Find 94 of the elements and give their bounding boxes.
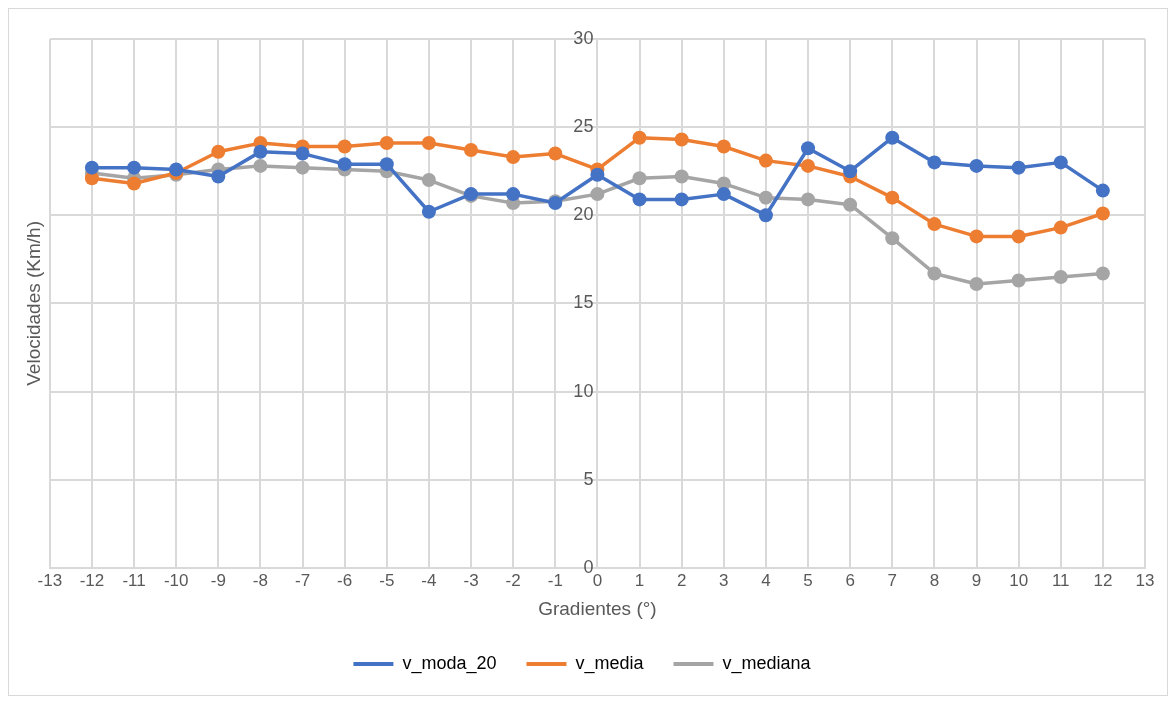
x-tick-label: -8 bbox=[252, 570, 268, 590]
x-tick-label: -4 bbox=[421, 570, 437, 590]
point bbox=[927, 155, 942, 170]
point bbox=[801, 141, 816, 156]
y-tick-label: 20 bbox=[573, 204, 594, 225]
point bbox=[969, 158, 984, 173]
point bbox=[801, 192, 816, 207]
legend-label: v_mediana bbox=[722, 652, 812, 674]
x-tick-label: 13 bbox=[1135, 570, 1155, 590]
point bbox=[1053, 155, 1068, 170]
point bbox=[1011, 229, 1026, 244]
x-tick-label: 4 bbox=[761, 570, 771, 590]
point bbox=[548, 146, 563, 161]
x-tick-label: 11 bbox=[1051, 570, 1070, 590]
point bbox=[632, 171, 647, 186]
point bbox=[1053, 269, 1068, 284]
point bbox=[295, 160, 310, 175]
point bbox=[590, 187, 605, 202]
point bbox=[84, 160, 99, 175]
x-tick-label: 1 bbox=[634, 570, 645, 590]
point bbox=[674, 169, 689, 184]
point bbox=[506, 187, 521, 202]
point bbox=[337, 157, 352, 172]
point bbox=[927, 266, 942, 281]
point bbox=[758, 208, 773, 223]
x-tick-label: 7 bbox=[887, 570, 897, 590]
point bbox=[969, 277, 984, 292]
point bbox=[127, 160, 142, 175]
point bbox=[674, 192, 689, 207]
point bbox=[1095, 183, 1110, 198]
point bbox=[1053, 220, 1068, 235]
point bbox=[632, 130, 647, 145]
y-tick-label: 15 bbox=[573, 292, 594, 313]
x-tick-label: -7 bbox=[294, 570, 311, 590]
y-tick-label: 5 bbox=[583, 468, 594, 489]
point bbox=[253, 158, 268, 173]
x-tick-label: 12 bbox=[1093, 570, 1113, 590]
point bbox=[801, 158, 816, 173]
x-tick-label: 10 bbox=[1009, 570, 1029, 590]
point bbox=[211, 169, 226, 184]
legend-label: v_media bbox=[575, 652, 645, 674]
x-tick-label: -9 bbox=[210, 570, 226, 590]
point bbox=[716, 187, 731, 202]
point bbox=[590, 167, 605, 182]
point bbox=[843, 197, 858, 212]
x-tick-label: -1 bbox=[547, 570, 563, 590]
point bbox=[885, 190, 900, 205]
point bbox=[379, 136, 394, 150]
point bbox=[969, 229, 984, 244]
point bbox=[127, 176, 142, 191]
point bbox=[885, 231, 900, 246]
point bbox=[211, 144, 226, 159]
y-tick-label: 0 bbox=[583, 556, 594, 577]
point bbox=[716, 139, 731, 154]
point bbox=[295, 146, 310, 161]
x-tick-label: 3 bbox=[719, 570, 729, 590]
x-tick-label: -6 bbox=[337, 570, 353, 590]
y-tick-label: 10 bbox=[573, 380, 594, 401]
point bbox=[506, 150, 521, 165]
x-tick-label: -13 bbox=[37, 570, 63, 590]
point bbox=[843, 164, 858, 179]
x-tick-label: 8 bbox=[929, 570, 940, 590]
point bbox=[758, 190, 773, 205]
point bbox=[758, 153, 773, 168]
point bbox=[1011, 160, 1026, 175]
point bbox=[337, 139, 352, 154]
x-tick-label: -5 bbox=[379, 570, 395, 590]
y-axis-title: Velocidades (Km/h) bbox=[22, 221, 44, 386]
point bbox=[464, 143, 479, 158]
x-axis-title: Gradientes (°) bbox=[538, 597, 657, 619]
x-tick-label: -3 bbox=[463, 570, 479, 590]
x-tick-label: -12 bbox=[79, 570, 105, 590]
point bbox=[379, 157, 394, 172]
x-tick-label: 6 bbox=[845, 570, 855, 590]
point bbox=[885, 130, 900, 145]
point bbox=[421, 204, 436, 219]
x-tick-label: -11 bbox=[122, 570, 146, 590]
x-tick-label: -2 bbox=[505, 570, 521, 590]
point bbox=[253, 144, 268, 159]
legend-label: v_moda_20 bbox=[402, 652, 497, 674]
x-tick-label: -10 bbox=[163, 570, 189, 590]
y-tick-label: 30 bbox=[573, 27, 594, 48]
point bbox=[632, 192, 647, 207]
point bbox=[1011, 273, 1026, 288]
x-tick-label: 2 bbox=[676, 570, 687, 590]
point bbox=[674, 132, 689, 147]
point bbox=[1095, 266, 1110, 281]
y-tick-label: 25 bbox=[573, 116, 594, 137]
point bbox=[421, 173, 436, 188]
x-tick-label: 9 bbox=[971, 570, 982, 590]
point bbox=[421, 136, 436, 150]
x-tick-label: 5 bbox=[803, 570, 813, 590]
point bbox=[1095, 206, 1110, 221]
point bbox=[927, 217, 942, 232]
